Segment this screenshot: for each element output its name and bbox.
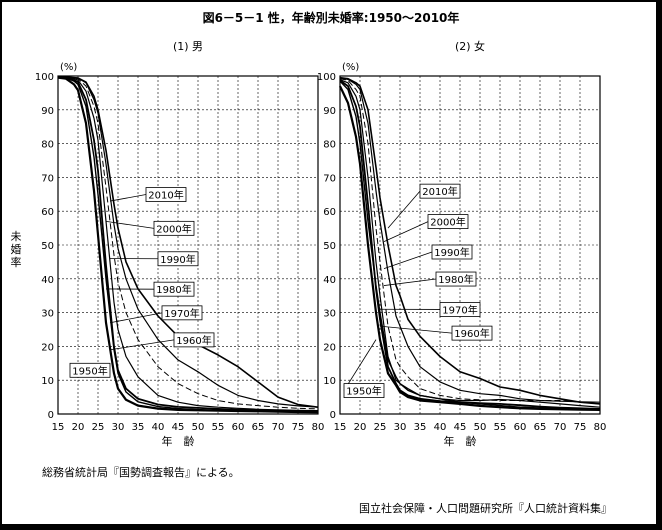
- series-leader-line: [384, 279, 436, 286]
- x-tick-label: 35: [132, 422, 145, 433]
- series-leader-line: [110, 340, 174, 350]
- series-label: 1980年: [438, 273, 473, 286]
- chart-title: 図6－5－1 性，年齢別未婚率:1950～2010年: [203, 10, 460, 25]
- x-tick-label: 75: [292, 422, 305, 433]
- y-tick-label: 0: [330, 410, 336, 421]
- series-line-2000年: [58, 77, 318, 408]
- source-note: 国立社会保障・人口問題研究所『人口統計資料集』: [359, 501, 612, 515]
- panel-title: (1) 男: [173, 40, 203, 53]
- series-label: 1990年: [160, 253, 195, 266]
- x-tick-label: 45: [454, 422, 467, 433]
- y-tick-label: 80: [323, 140, 336, 151]
- x-tick-label: 70: [554, 422, 567, 433]
- series-label: 1990年: [434, 246, 469, 259]
- series-leader-line: [344, 340, 376, 391]
- panel-male: (1) 男 (%) 0 10 20 30 40 50 60 70 80 90 100 15 20 25 30 35…: [35, 40, 324, 448]
- y-tick-label: 30: [41, 309, 54, 320]
- series-label: 1960年: [454, 327, 489, 340]
- y-tick-label: 70: [323, 173, 336, 184]
- series-line-1970年: [58, 77, 318, 411]
- y-tick-label: 20: [323, 342, 336, 353]
- series-line-2010年: [58, 77, 318, 408]
- series-leader-line: [388, 191, 420, 228]
- x-tick-label: 65: [534, 422, 547, 433]
- y-tick-label: 100: [35, 72, 54, 83]
- y-tick-label: 50: [323, 241, 336, 252]
- x-tick-label: 20: [72, 422, 85, 433]
- x-tick-label: 40: [434, 422, 447, 433]
- y-tick-label: 90: [323, 106, 336, 117]
- x-axis-label: 年 齢: [162, 434, 195, 448]
- y-axis-label: 未 婚 率: [11, 230, 22, 269]
- y-unit-label: (%): [342, 62, 359, 73]
- series-line-2010年: [340, 78, 600, 404]
- x-tick-label: 50: [192, 422, 205, 433]
- panel-title: (2) 女: [455, 39, 485, 53]
- y-tick-label: 20: [41, 342, 54, 353]
- y-tick-label: 100: [317, 72, 336, 83]
- x-tick-label: 50: [474, 422, 487, 433]
- series-leader-line: [106, 221, 154, 228]
- x-tick-label: 15: [334, 422, 347, 433]
- series-line-1980年: [340, 80, 600, 408]
- x-tick-label: 70: [272, 422, 285, 433]
- y-unit-label: (%): [60, 62, 77, 73]
- x-tick-label: 30: [394, 422, 407, 433]
- y-tick-label: 50: [41, 241, 54, 252]
- x-tick-label: 75: [574, 422, 587, 433]
- series-label: 1960年: [176, 334, 211, 347]
- y-tick-label: 80: [41, 140, 54, 151]
- series-label: 2010年: [148, 189, 183, 202]
- panel-female: (2) 女 (%) 0 10 20 30 40 50 60 70 80 90 100 15 20 25 30 35…: [317, 39, 606, 448]
- chart-canvas: 図6－5－1 性，年齢別未婚率:1950～2010年 (1) 男 (%) 0 10 20…: [0, 0, 662, 530]
- x-tick-label: 55: [494, 422, 507, 433]
- y-tick-label: 40: [323, 275, 336, 286]
- y-axis-label-ch3: 率: [11, 255, 22, 269]
- series-label: 1950年: [72, 364, 107, 377]
- x-tick-label: 80: [312, 422, 325, 433]
- x-tick-label: 15: [52, 422, 65, 433]
- series-label: 1970年: [164, 307, 199, 320]
- series-line-1980年: [58, 77, 318, 411]
- x-tick-label: 25: [92, 422, 105, 433]
- series-label: 2010年: [422, 185, 457, 198]
- series-label: 2000年: [430, 216, 465, 229]
- series-label: 2000年: [156, 222, 191, 235]
- series-label: 1950年: [346, 385, 381, 398]
- y-axis-label-ch1: 未: [11, 230, 22, 243]
- footnote: 総務省統計局『国勢調査報告』による。: [42, 465, 240, 479]
- y-tick-label: 60: [41, 207, 54, 218]
- series-label: 1980年: [156, 283, 191, 296]
- x-tick-label: 45: [172, 422, 185, 433]
- x-tick-label: 60: [514, 422, 527, 433]
- series-leader-line: [110, 195, 146, 202]
- y-tick-label: 30: [323, 309, 336, 320]
- x-axis-label: 年 齢: [444, 434, 477, 448]
- y-tick-label: 90: [41, 106, 54, 117]
- x-tick-label: 60: [232, 422, 245, 433]
- x-tick-label: 30: [112, 422, 125, 433]
- series-label: 1970年: [442, 303, 477, 316]
- x-tick-label: 35: [414, 422, 427, 433]
- series-line-1990年: [58, 77, 318, 409]
- x-tick-label: 55: [212, 422, 225, 433]
- x-tick-label: 25: [374, 422, 387, 433]
- x-tick-label: 80: [594, 422, 607, 433]
- series-line-2000年: [340, 78, 600, 402]
- series-leader-line: [380, 326, 452, 333]
- x-tick-label: 20: [354, 422, 367, 433]
- y-tick-label: 10: [323, 376, 336, 387]
- y-tick-label: 60: [323, 207, 336, 218]
- y-tick-label: 10: [41, 376, 54, 387]
- x-tick-label: 40: [152, 422, 165, 433]
- series-line-1990年: [340, 79, 600, 404]
- y-tick-label: 0: [48, 410, 54, 421]
- y-tick-label: 40: [41, 275, 54, 286]
- y-tick-label: 70: [41, 173, 54, 184]
- y-axis-label-ch2: 婚: [11, 242, 22, 256]
- x-tick-label: 65: [252, 422, 265, 433]
